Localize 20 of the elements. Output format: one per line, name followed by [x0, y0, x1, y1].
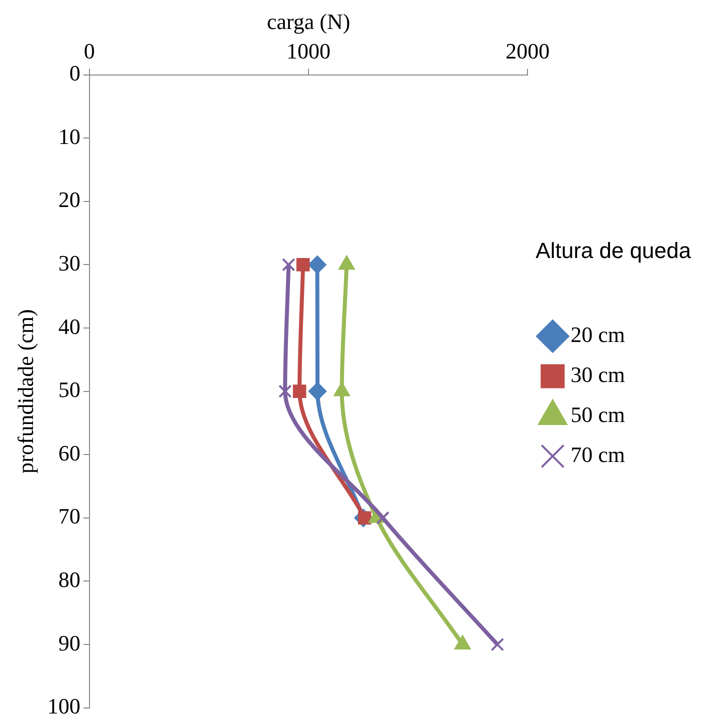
y-tick-label: 90	[58, 630, 80, 656]
legend-label: 20 cm	[570, 322, 626, 347]
y-tick-label: 70	[58, 504, 80, 529]
y-tick-label: 30	[58, 250, 80, 276]
y-tick-label: 50	[58, 377, 80, 402]
x-axis-title: carga (N)	[266, 8, 350, 34]
y-tick-label: 0	[69, 60, 80, 86]
legend-label: 70 cm	[570, 442, 626, 467]
y-tick-label: 80	[58, 566, 80, 592]
legend-title: Altura de queda	[536, 238, 692, 263]
x-tick-label: 1000	[286, 38, 331, 64]
y-tick-label: 20	[58, 187, 80, 212]
legend-label: 30 cm	[570, 362, 626, 387]
y-axis-title: profundidade (cm)	[12, 309, 38, 474]
legend-label: 50 cm	[570, 402, 626, 427]
y-tick-label: 60	[58, 440, 80, 466]
y-tick-label: 100	[47, 694, 80, 719]
y-tick-label: 40	[58, 314, 80, 339]
y-tick-label: 10	[58, 124, 80, 149]
x-tick-label: 2000	[506, 38, 550, 64]
